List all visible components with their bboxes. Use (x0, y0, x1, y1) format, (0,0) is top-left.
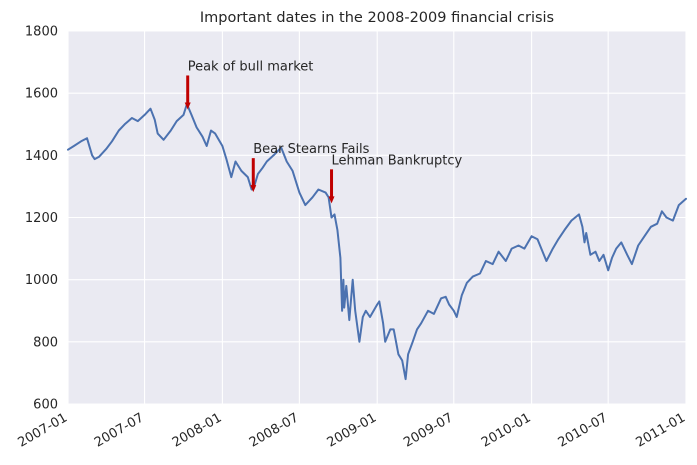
y-tick-label: 1600 (25, 87, 58, 102)
x-tick-label: 2009-01 (325, 410, 380, 450)
x-tick-label: 2010-07 (556, 410, 611, 450)
x-axis-ticks: 2007-01 2007-07 2008-01 2008-07 2009-01 2009-… (15, 410, 688, 450)
x-tick-label: 2007-01 (15, 410, 70, 450)
y-tick-label: 1400 (25, 149, 58, 164)
y-tick-label: 600 (33, 398, 58, 413)
annotation-label: Lehman Bankruptcy (332, 153, 463, 168)
y-tick-label: 1800 (25, 25, 58, 40)
x-tick-label: 2008-01 (170, 410, 225, 450)
y-tick-label: 800 (33, 335, 58, 350)
x-tick-label: 2009-07 (401, 410, 456, 450)
x-tick-label: 2011-01 (633, 410, 688, 450)
chart-title: Important dates in the 2008-2009 financi… (200, 10, 554, 26)
y-axis-ticks: 600 800 1000 1200 1400 1600 1800 (25, 25, 58, 413)
x-tick-label: 2010-01 (479, 410, 534, 450)
x-tick-label: 2007-07 (92, 410, 147, 450)
x-tick-label: 2008-07 (247, 410, 302, 450)
y-tick-label: 1000 (25, 273, 58, 288)
annotation-label: Peak of bull market (188, 59, 314, 74)
y-tick-label: 1200 (25, 211, 58, 226)
